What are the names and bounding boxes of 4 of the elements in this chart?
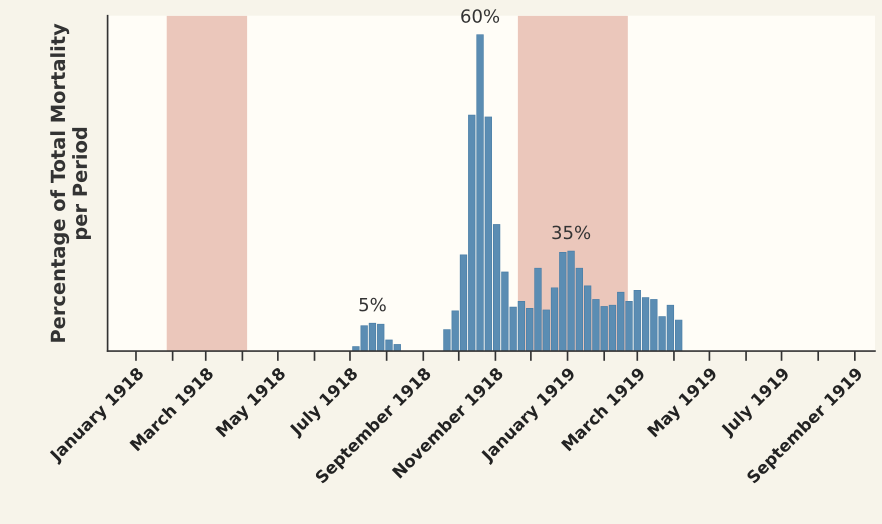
annotation: 60% — [461, 9, 500, 23]
y-axis-title: Percentage of Total Mortality per Period — [50, 24, 91, 342]
annotation: 35% — [552, 226, 590, 240]
annotation: 5% — [360, 298, 386, 312]
